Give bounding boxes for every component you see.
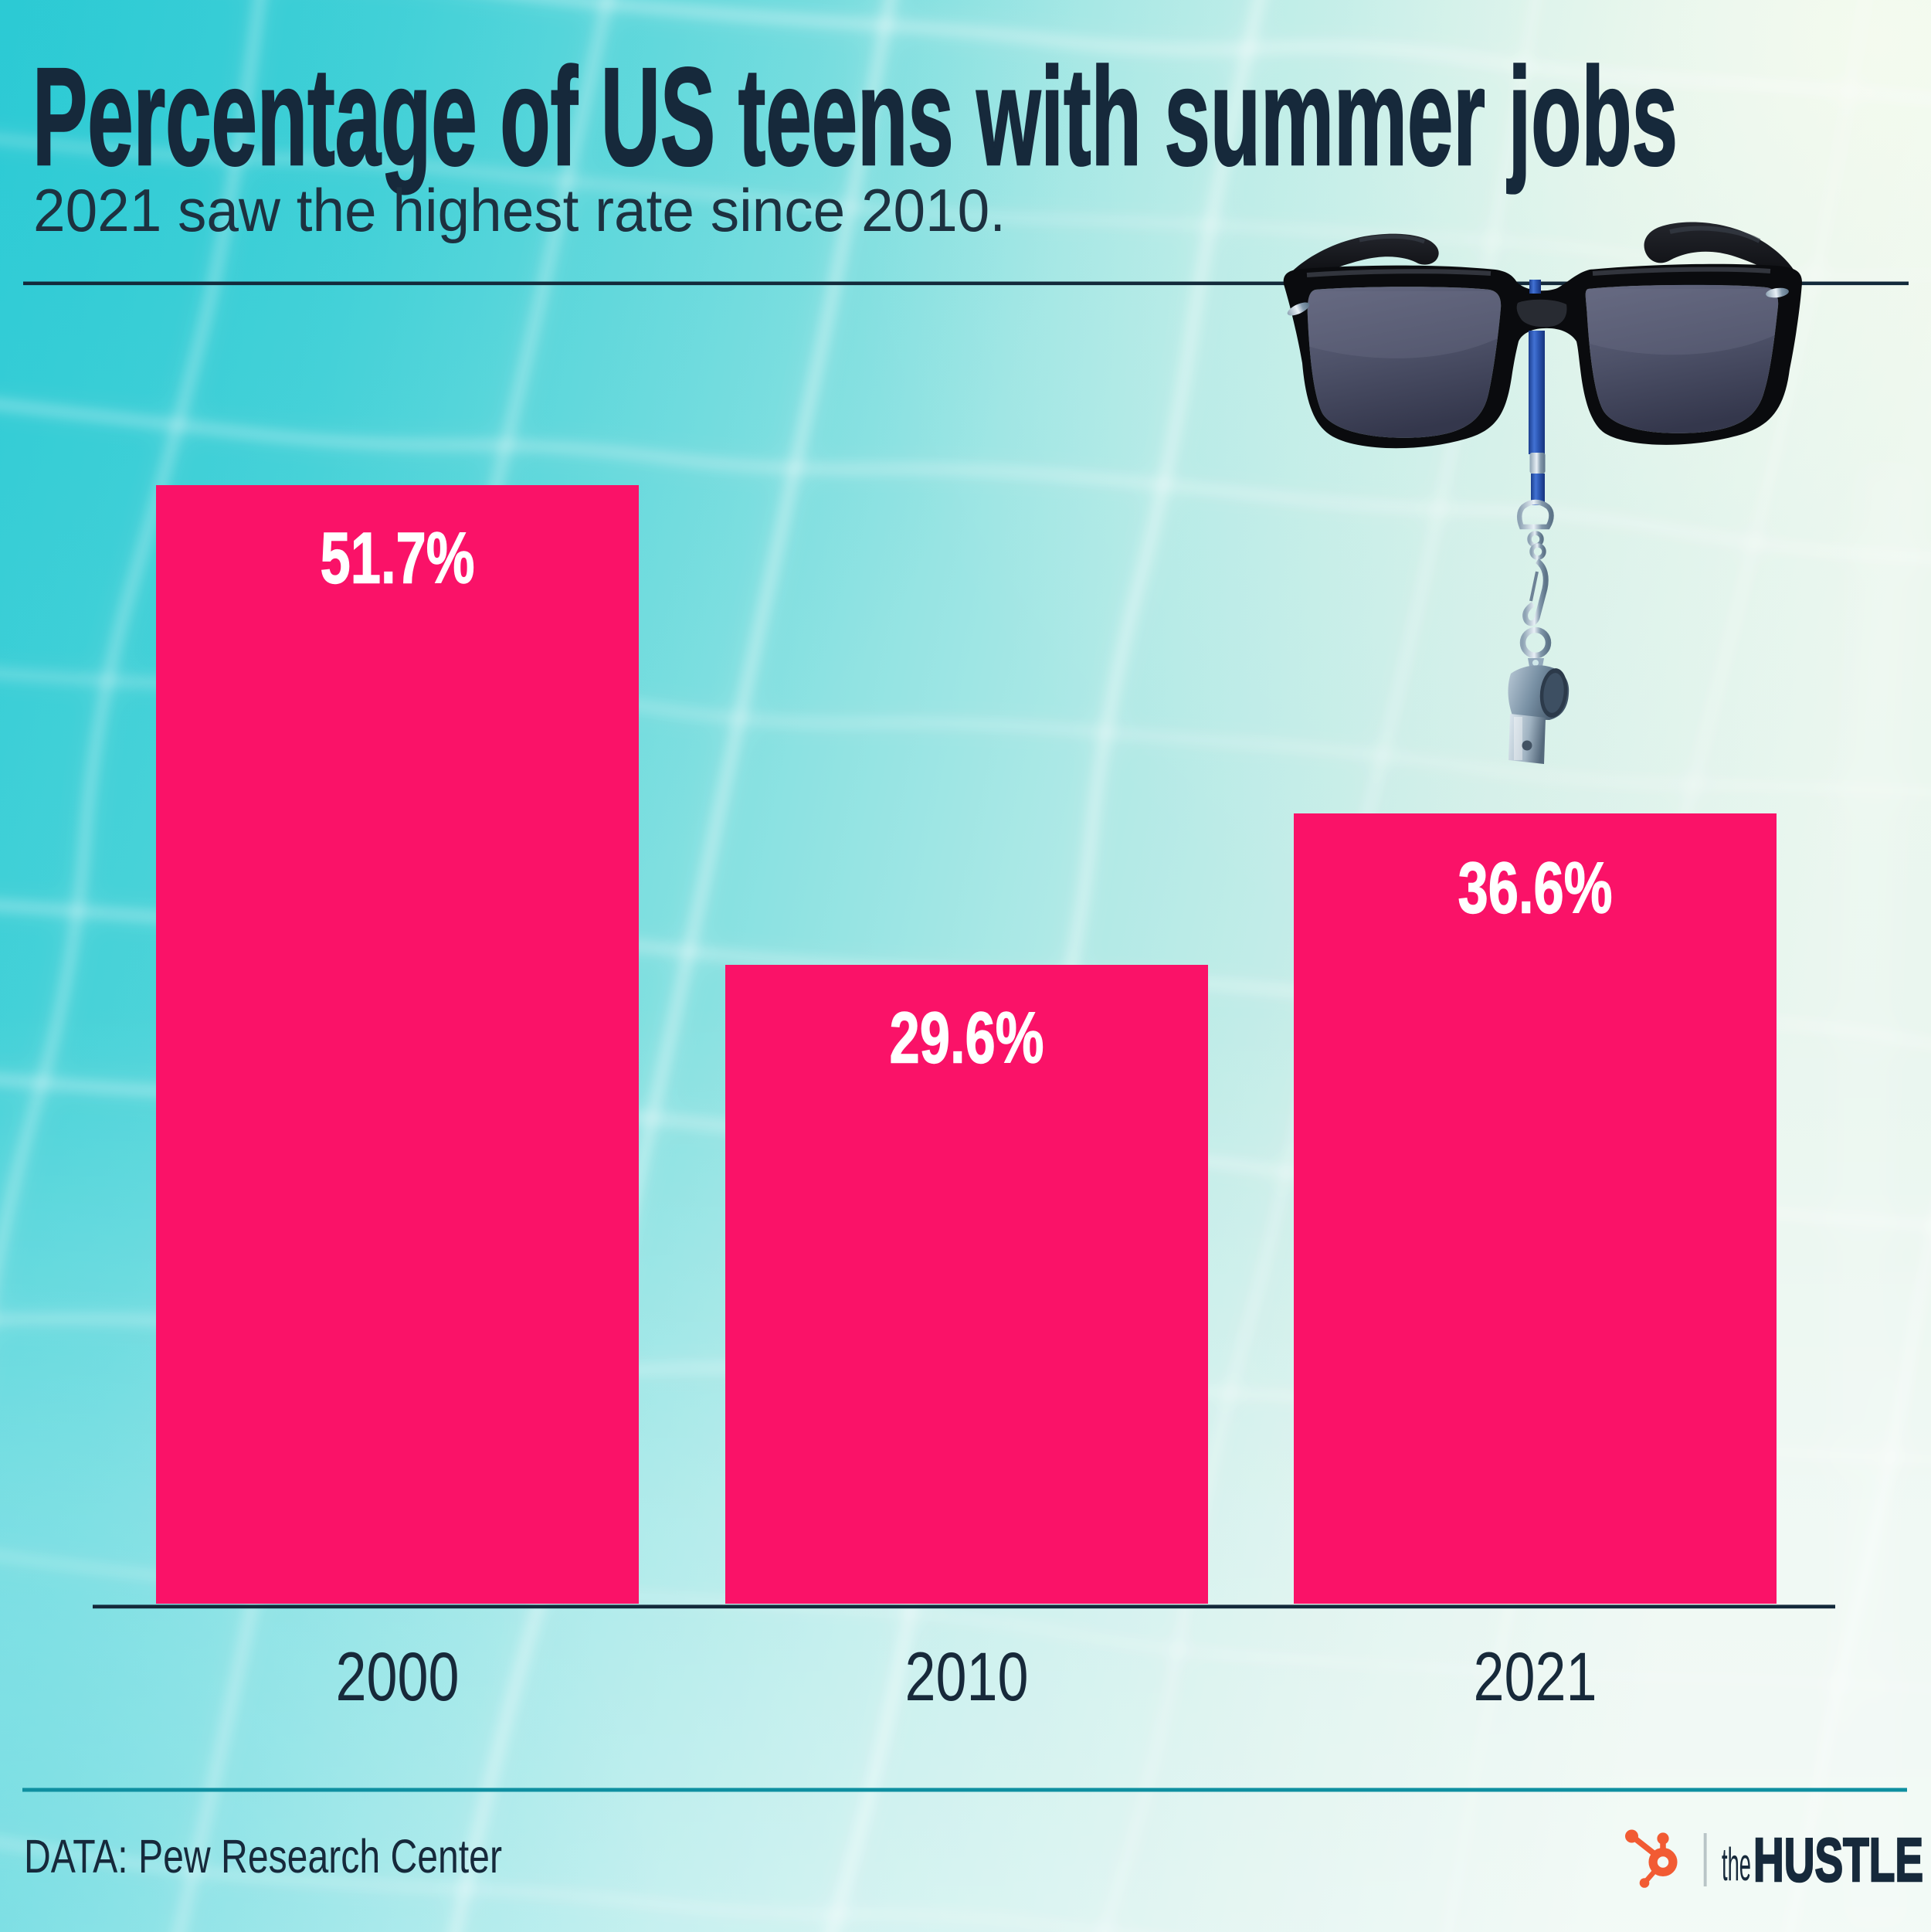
svg-text:2021 saw the highest rate sinc: 2021 saw the highest rate since 2010. bbox=[33, 176, 1006, 244]
svg-text:2000: 2000 bbox=[336, 1638, 460, 1715]
svg-text:the: the bbox=[1722, 1839, 1751, 1890]
svg-text:DATA: Pew Research Center: DATA: Pew Research Center bbox=[24, 1830, 502, 1883]
svg-text:2021: 2021 bbox=[1474, 1638, 1597, 1715]
svg-text:51.7%: 51.7% bbox=[321, 518, 475, 599]
svg-text:29.6%: 29.6% bbox=[890, 997, 1044, 1078]
svg-text:Percentage of US teens with su: Percentage of US teens with summer jobs bbox=[32, 39, 1678, 195]
svg-text:2010: 2010 bbox=[905, 1638, 1029, 1715]
svg-text:HUSTLE: HUSTLE bbox=[1753, 1825, 1923, 1894]
svg-text:36.6%: 36.6% bbox=[1458, 847, 1613, 929]
